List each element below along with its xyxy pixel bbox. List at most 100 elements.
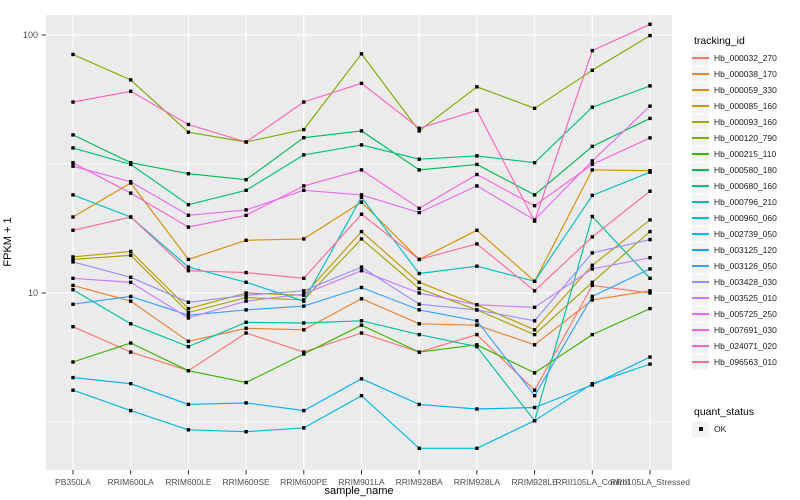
data-point bbox=[129, 249, 133, 254]
data-point bbox=[302, 289, 306, 293]
legend-title-quant-status: quant_status bbox=[694, 406, 755, 418]
data-point bbox=[186, 310, 191, 315]
data-point bbox=[244, 291, 248, 295]
data-point bbox=[71, 215, 75, 219]
data-point bbox=[71, 388, 75, 392]
legend-key-line-icon bbox=[692, 82, 709, 98]
data-point bbox=[648, 289, 652, 293]
data-point bbox=[417, 129, 421, 133]
data-point bbox=[417, 402, 421, 407]
legend-entry: Hb_007691_030 bbox=[692, 322, 777, 338]
data-point bbox=[359, 323, 364, 327]
data-point bbox=[417, 157, 421, 161]
legend-entry: Hb_003428_030 bbox=[692, 274, 777, 290]
data-point bbox=[129, 89, 133, 93]
legend-entry: Hb_024071_020 bbox=[692, 338, 777, 354]
legend-entry-label: Hb_005725_250 bbox=[714, 309, 777, 319]
data-point bbox=[71, 325, 75, 329]
data-point bbox=[244, 213, 248, 217]
data-point bbox=[71, 283, 75, 288]
data-point bbox=[648, 104, 652, 108]
legend-entry: Hb_000085_160 bbox=[692, 98, 777, 114]
data-point bbox=[302, 184, 306, 188]
data-point bbox=[475, 319, 479, 323]
data-point bbox=[186, 172, 191, 176]
data-point bbox=[417, 257, 421, 262]
data-point bbox=[244, 430, 248, 434]
legend-entry: Hb_000032_270 bbox=[692, 50, 777, 66]
data-point bbox=[532, 219, 537, 223]
legend-entry: Hb_003525_010 bbox=[692, 290, 777, 306]
legend-entry-label: Hb_000093_160 bbox=[714, 117, 777, 127]
data-point bbox=[475, 154, 479, 158]
data-point bbox=[302, 153, 306, 157]
data-point bbox=[532, 193, 537, 197]
legend-key-line-icon bbox=[692, 210, 709, 226]
data-point bbox=[359, 143, 364, 147]
data-point bbox=[186, 369, 191, 373]
data-point bbox=[186, 213, 191, 217]
data-point bbox=[244, 293, 248, 297]
legend-entry: Hb_000059_330 bbox=[692, 82, 777, 98]
data-point bbox=[648, 256, 652, 260]
data-point bbox=[532, 343, 537, 347]
data-point bbox=[71, 260, 75, 264]
data-point bbox=[532, 388, 537, 392]
data-point bbox=[475, 162, 479, 167]
data-point bbox=[590, 263, 594, 267]
data-point bbox=[71, 228, 75, 232]
legend-entry: Hb_000960_060 bbox=[692, 210, 777, 226]
data-point bbox=[244, 188, 248, 192]
data-point bbox=[71, 52, 75, 57]
data-point bbox=[302, 352, 306, 356]
data-point bbox=[244, 270, 248, 275]
legend-key-line-icon bbox=[692, 290, 709, 306]
data-point bbox=[71, 133, 75, 137]
legend-key-line-icon bbox=[692, 306, 709, 322]
data-point bbox=[532, 405, 537, 410]
legend-entry: Hb_096563_010 bbox=[692, 354, 777, 370]
data-point bbox=[302, 276, 306, 280]
data-point bbox=[71, 164, 75, 168]
legend-entry: Hb_000796_210 bbox=[692, 194, 777, 210]
data-point bbox=[532, 204, 537, 208]
data-point bbox=[129, 78, 133, 82]
data-point bbox=[417, 271, 421, 276]
legend-entry-label: Hb_000960_060 bbox=[714, 213, 777, 223]
data-point bbox=[475, 308, 479, 312]
data-point bbox=[417, 206, 421, 210]
legend-entry: Hb_005725_250 bbox=[692, 306, 777, 322]
data-point bbox=[129, 191, 133, 195]
data-point bbox=[302, 408, 306, 413]
data-point bbox=[590, 105, 594, 109]
legend-key-line-icon bbox=[692, 322, 709, 338]
data-point bbox=[186, 306, 191, 311]
data-point bbox=[244, 320, 248, 324]
data-point bbox=[186, 339, 191, 343]
data-point bbox=[129, 382, 133, 386]
data-point bbox=[359, 285, 364, 290]
data-point bbox=[244, 326, 248, 330]
data-point bbox=[648, 116, 652, 121]
legend-key-line-icon bbox=[692, 178, 709, 194]
data-point bbox=[590, 68, 594, 72]
legend-entry-label: Hb_000215_110 bbox=[714, 149, 777, 159]
legend-entry-label: Hb_096563_010 bbox=[714, 357, 777, 367]
legend-entry-label: Hb_003126_050 bbox=[714, 261, 777, 271]
data-point bbox=[244, 331, 248, 335]
data-point bbox=[359, 319, 364, 323]
data-point bbox=[590, 48, 594, 53]
data-point bbox=[129, 341, 133, 345]
data-point bbox=[129, 275, 133, 279]
data-point bbox=[71, 161, 75, 165]
data-point bbox=[186, 316, 191, 320]
data-point bbox=[532, 106, 537, 110]
data-point bbox=[590, 267, 594, 271]
legend-entry: Hb_003126_050 bbox=[692, 258, 777, 274]
legend-entry: Hb_000680_160 bbox=[692, 178, 777, 194]
legend-entry: Hb_003125_120 bbox=[692, 242, 777, 258]
data-point bbox=[302, 188, 306, 192]
data-point bbox=[475, 344, 479, 349]
data-point bbox=[648, 267, 652, 271]
